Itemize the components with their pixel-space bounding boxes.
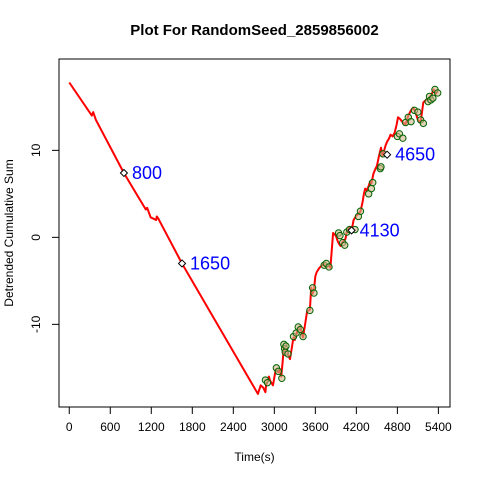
plot-area: 800 1650 4130 4650	[68, 81, 442, 395]
y-axis: -10 0 10	[29, 143, 59, 333]
x-tick-label: 2400	[220, 420, 247, 434]
change-point-marker	[382, 150, 392, 159]
change-point-marker	[347, 226, 356, 235]
data-point-marker	[299, 332, 307, 341]
x-tick-label: 0	[66, 420, 73, 434]
plot-frame	[58, 58, 451, 408]
data-point-marker	[419, 119, 428, 128]
data-point-marker	[278, 374, 286, 382]
change-point-label: 4130	[360, 220, 400, 240]
change-point-label: 4650	[395, 145, 435, 165]
data-point-marker	[263, 378, 272, 387]
series-line	[68, 81, 439, 395]
data-point-marker	[341, 241, 349, 249]
data-point-marker	[274, 367, 283, 376]
data-point-marker	[356, 207, 365, 215]
x-tick-label: 5400	[425, 420, 452, 434]
data-point-marker	[296, 325, 304, 334]
data-point-marker	[429, 94, 437, 102]
x-tick-label: 3600	[302, 420, 329, 434]
data-point-marker	[282, 342, 290, 350]
y-tick-label: 10	[29, 143, 43, 157]
chart-title: Plot For RandomSeed_2859856002	[130, 22, 378, 39]
data-point-marker	[377, 163, 385, 171]
change-point-marker	[119, 168, 129, 178]
x-axis: 0 600 1200 1800 2400 3000 3600 4200 4800 5400	[66, 407, 452, 434]
data-point-marker	[284, 350, 292, 358]
y-axis-label: Detrended Cumulative Sum	[2, 159, 16, 306]
y-tick-label: -10	[29, 315, 43, 333]
x-axis-label: Time(s)	[234, 450, 274, 464]
data-point-marker	[414, 108, 422, 116]
data-point-marker	[306, 306, 314, 315]
data-point-marker	[336, 231, 344, 240]
data-point-marker	[310, 289, 318, 297]
data-point-marker	[325, 263, 333, 271]
x-tick-label: 600	[100, 420, 120, 434]
data-point-marker	[407, 117, 415, 126]
data-point-marker	[399, 134, 407, 142]
change-point-label: 1650	[190, 253, 230, 273]
data-point-marker	[433, 89, 442, 97]
y-tick-label: 0	[29, 234, 43, 241]
x-tick-label: 1800	[179, 420, 206, 434]
data-point-marker	[367, 184, 376, 193]
data-point-marker	[369, 178, 377, 187]
x-tick-label: 4200	[343, 420, 370, 434]
x-tick-label: 3000	[261, 420, 288, 434]
change-point-label: 800	[132, 163, 162, 183]
change-point-marker	[177, 259, 187, 268]
x-tick-label: 1200	[138, 420, 165, 434]
x-tick-label: 4800	[384, 420, 411, 434]
